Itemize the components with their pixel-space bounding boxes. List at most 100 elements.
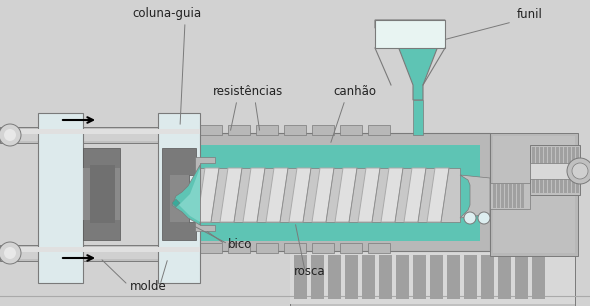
Polygon shape	[375, 20, 445, 100]
Bar	[38, 113, 83, 283]
Polygon shape	[358, 168, 380, 222]
Bar	[158, 113, 200, 283]
Bar	[200, 125, 222, 135]
Bar	[375, 20, 445, 48]
Bar	[294, 255, 307, 299]
Polygon shape	[460, 175, 490, 218]
Bar	[493, 184, 496, 208]
Bar	[464, 255, 477, 299]
Bar	[493, 136, 575, 253]
Circle shape	[4, 129, 16, 141]
Bar	[284, 125, 306, 135]
Text: rosca: rosca	[294, 265, 326, 278]
Bar	[290, 250, 575, 306]
Polygon shape	[312, 168, 334, 222]
Bar	[312, 243, 334, 253]
Bar	[290, 252, 575, 304]
Bar	[0, 247, 200, 259]
Bar	[200, 145, 480, 241]
Bar	[284, 243, 306, 253]
Bar	[379, 255, 392, 299]
Text: molde: molde	[130, 280, 166, 293]
Bar	[256, 243, 278, 253]
Polygon shape	[243, 168, 265, 222]
Bar	[0, 245, 200, 261]
Bar	[548, 147, 551, 193]
Bar	[345, 255, 358, 299]
Bar	[505, 184, 508, 208]
Bar	[532, 255, 545, 299]
Bar	[509, 184, 512, 208]
Bar	[340, 125, 362, 135]
Bar	[556, 147, 559, 193]
Bar	[256, 125, 278, 135]
Bar	[572, 147, 575, 193]
Bar	[170, 175, 189, 222]
Bar	[0, 247, 200, 252]
Bar	[396, 255, 409, 299]
Bar	[413, 100, 423, 135]
Bar	[536, 147, 539, 193]
Bar	[83, 168, 120, 220]
Text: funil: funil	[517, 8, 543, 21]
Bar	[544, 147, 547, 193]
Bar	[501, 184, 504, 208]
Polygon shape	[172, 199, 180, 207]
Bar	[311, 255, 324, 299]
Bar	[564, 147, 567, 193]
Polygon shape	[427, 168, 449, 222]
Bar	[413, 255, 426, 299]
Circle shape	[572, 163, 588, 179]
Bar	[568, 147, 571, 193]
Bar	[340, 243, 362, 253]
Text: canhão: canhão	[333, 85, 376, 98]
Bar	[200, 168, 460, 222]
Text: resistências: resistências	[213, 85, 283, 98]
Polygon shape	[83, 148, 120, 240]
Circle shape	[4, 247, 16, 259]
Bar	[328, 255, 341, 299]
Bar	[312, 125, 334, 135]
Polygon shape	[195, 157, 215, 231]
Bar	[498, 255, 511, 299]
Bar	[530, 145, 580, 195]
Bar	[497, 184, 500, 208]
Bar	[200, 243, 222, 253]
Bar	[228, 243, 250, 253]
Bar	[513, 184, 516, 208]
Polygon shape	[162, 148, 196, 240]
Bar	[576, 147, 579, 193]
Polygon shape	[381, 168, 403, 222]
Polygon shape	[335, 168, 357, 222]
Polygon shape	[197, 168, 219, 222]
Polygon shape	[220, 168, 242, 222]
Circle shape	[0, 124, 21, 146]
Polygon shape	[172, 165, 200, 225]
Bar	[521, 184, 524, 208]
Bar	[0, 129, 200, 134]
Circle shape	[0, 242, 21, 264]
Bar	[532, 147, 535, 193]
Text: coluna-guia: coluna-guia	[132, 7, 202, 20]
Bar	[0, 127, 200, 143]
Bar	[368, 125, 390, 135]
Polygon shape	[179, 168, 200, 222]
Bar	[515, 255, 528, 299]
Bar	[447, 255, 460, 299]
Text: bico: bico	[228, 238, 252, 251]
Circle shape	[478, 212, 490, 224]
Polygon shape	[289, 168, 311, 222]
Polygon shape	[266, 168, 288, 222]
Bar	[560, 147, 563, 193]
Circle shape	[464, 212, 476, 224]
Bar	[517, 184, 520, 208]
Bar	[0, 129, 200, 141]
Bar	[481, 255, 494, 299]
Bar	[90, 165, 115, 223]
Bar	[368, 243, 390, 253]
Bar	[552, 147, 555, 193]
Polygon shape	[404, 168, 426, 222]
Bar	[430, 255, 443, 299]
Bar	[530, 163, 585, 179]
Bar	[362, 255, 375, 299]
